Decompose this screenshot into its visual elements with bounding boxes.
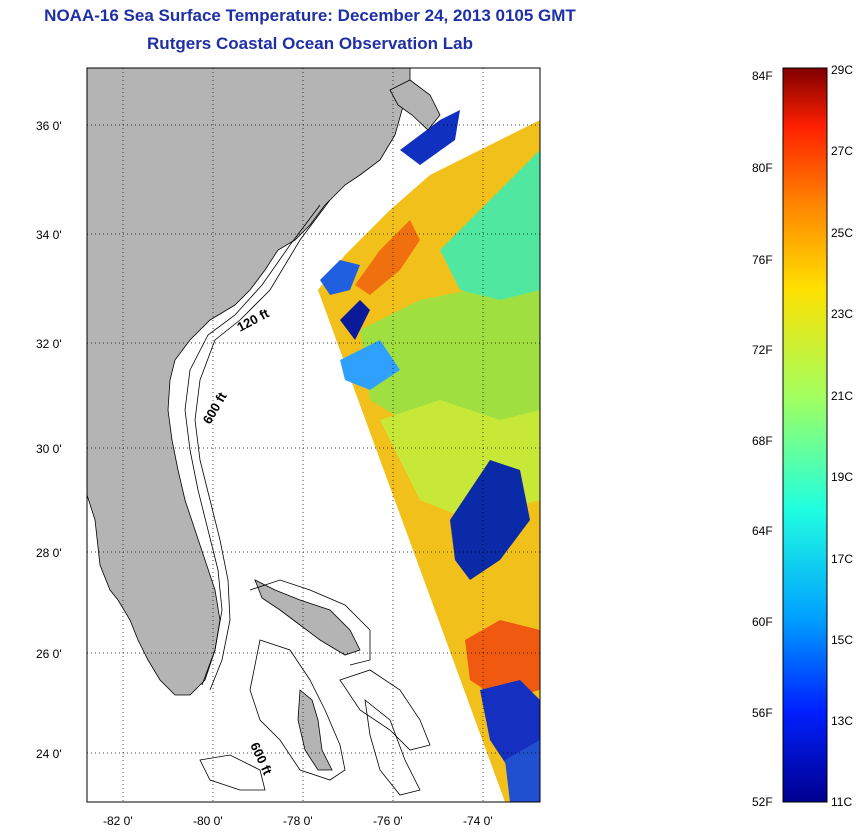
lon-tick-label: -80 0' xyxy=(193,814,223,828)
colorbar-c-labels: 29C 27C 25C 23C 21C 19C 17C 15C 13C 11C xyxy=(831,63,853,809)
colorbar-f-label: 68F xyxy=(752,434,773,448)
colorbar-f-label: 64F xyxy=(752,524,773,538)
colorbar-f-label: 52F xyxy=(752,795,773,809)
sst-swath xyxy=(318,110,540,802)
colorbar-f-label: 84F xyxy=(752,69,773,83)
map-title: NOAA-16 Sea Surface Temperature: Decembe… xyxy=(44,6,576,25)
colorbar xyxy=(782,67,828,803)
lon-tick-label: -78 0' xyxy=(283,814,313,828)
lat-tick-label: 28 0' xyxy=(36,546,62,560)
colorbar-f-label: 60F xyxy=(752,615,773,629)
lat-tick-label: 36 0' xyxy=(36,119,62,133)
colorbar-c-label: 17C xyxy=(831,552,853,566)
colorbar-f-label: 56F xyxy=(752,706,773,720)
colorbar-f-label: 72F xyxy=(752,343,773,357)
colorbar-c-label: 23C xyxy=(831,307,853,321)
lon-tick-labels: -82 0' -80 0' -78 0' -76 0' -74 0' xyxy=(103,814,493,828)
lat-tick-label: 26 0' xyxy=(36,647,62,661)
colorbar-c-label: 25C xyxy=(831,226,853,240)
map-border xyxy=(86,67,541,803)
colorbar-f-labels: 84F 80F 76F 72F 68F 64F 60F 56F 52F xyxy=(752,69,773,809)
lat-tick-labels: 36 0' 34 0' 32 0' 30 0' 28 0' 26 0' 24 0… xyxy=(36,119,62,761)
lat-tick-label: 32 0' xyxy=(36,337,62,351)
colorbar-c-label: 21C xyxy=(831,389,853,403)
colorbar-f-label: 80F xyxy=(752,161,773,175)
lon-tick-label: -82 0' xyxy=(103,814,133,828)
lat-tick-label: 34 0' xyxy=(36,228,62,242)
colorbar-c-label: 11C xyxy=(831,795,852,809)
bathymetry-contours xyxy=(184,199,431,796)
colorbar-c-label: 15C xyxy=(831,633,853,647)
lon-tick-label: -76 0' xyxy=(373,814,403,828)
colorbar-c-label: 27C xyxy=(831,144,853,158)
lon-tick-label: -74 0' xyxy=(463,814,493,828)
lat-tick-label: 24 0' xyxy=(36,747,62,761)
lat-tick-label: 30 0' xyxy=(36,442,62,456)
colorbar-f-label: 76F xyxy=(752,253,773,267)
colorbar-c-label: 29C xyxy=(831,63,853,77)
colorbar-c-label: 13C xyxy=(831,714,853,728)
colorbar-c-label: 19C xyxy=(831,470,853,484)
land xyxy=(87,68,441,771)
map-subtitle: Rutgers Coastal Ocean Observation Lab xyxy=(147,34,473,53)
